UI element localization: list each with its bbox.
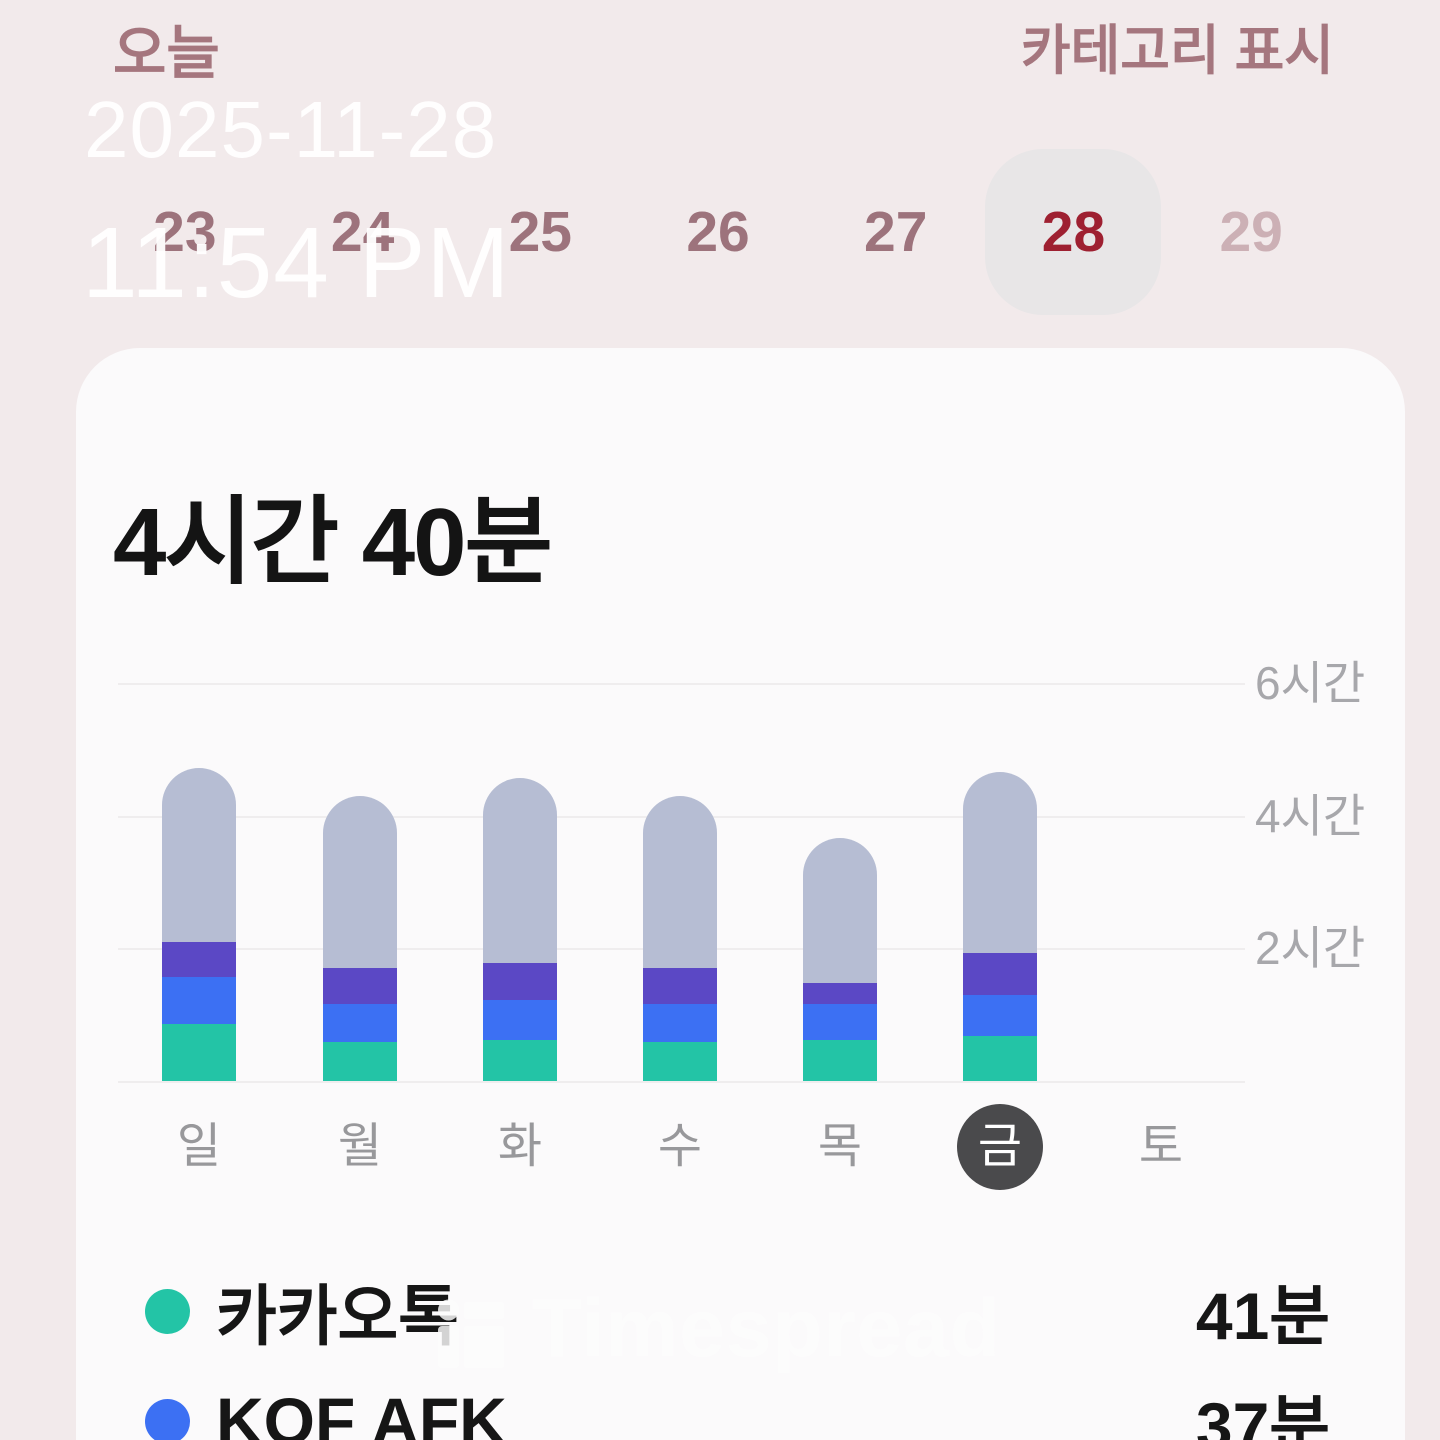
date-cell-28[interactable]: 28: [985, 148, 1163, 316]
bar-segment-series_3: [323, 968, 397, 1004]
bar-segment-카카오톡: [483, 1040, 557, 1081]
total-usage-title: 4시간 40분: [113, 489, 553, 596]
date-number: 27: [864, 200, 928, 264]
bar-segment-series_4: [963, 771, 1037, 953]
bar-segment-series_4: [323, 795, 397, 969]
bar-segment-series_4: [643, 795, 717, 969]
usage-bar-화[interactable]: [483, 778, 557, 1081]
day-label-월[interactable]: 월: [337, 1120, 383, 1173]
bar-segment-KOF AFK: [803, 1003, 877, 1041]
bar-segment-series_4: [162, 768, 236, 942]
usage-bar-금[interactable]: [963, 771, 1037, 1081]
day-label-금[interactable]: 금: [930, 1104, 1070, 1190]
day-label-목[interactable]: 목: [817, 1120, 863, 1173]
selected-date-badge: [985, 149, 1162, 315]
bar-segment-카카오톡: [963, 1035, 1037, 1081]
usage-bar-월[interactable]: [323, 795, 397, 1081]
bar-segment-series_3: [643, 968, 717, 1004]
app-color-dot: [145, 1288, 190, 1334]
date-number: 28: [1041, 200, 1106, 264]
app-name: 카카오톡: [216, 1279, 459, 1353]
bar-segment-KOF AFK: [643, 1003, 717, 1043]
usage-bar-수[interactable]: [643, 795, 717, 1081]
day-label-수[interactable]: 수: [657, 1120, 703, 1173]
date-cell-26[interactable]: 26: [629, 148, 807, 316]
bar-segment-KOF AFK: [162, 977, 236, 1024]
app-usage-value: 41분: [1195, 1279, 1330, 1353]
y-axis-label: 6시간: [1255, 657, 1366, 710]
category-toggle-button[interactable]: 카테고리 표시: [1020, 21, 1334, 81]
bar-segment-카카오톡: [803, 1040, 877, 1081]
date-number: 25: [508, 200, 572, 264]
bar-segment-series_4: [803, 837, 877, 983]
bar-segment-카카오톡: [643, 1042, 717, 1081]
y-axis-label: 4시간: [1255, 789, 1366, 842]
bar-segment-KOF AFK: [323, 1003, 397, 1043]
date-number: 24: [330, 200, 395, 264]
date-cell-29[interactable]: 29: [1162, 148, 1340, 316]
bar-segment-카카오톡: [323, 1042, 397, 1081]
selected-day-badge: 금: [957, 1104, 1043, 1190]
app-usage-list: 카카오톡 41분 KOF AFK 37분: [145, 1256, 1330, 1440]
date-cell-25[interactable]: 25: [451, 148, 629, 316]
today-label[interactable]: 오늘: [113, 21, 220, 86]
gridline: [118, 683, 1245, 686]
usage-bar-목[interactable]: [803, 837, 877, 1081]
date-cell-24[interactable]: 24: [274, 148, 452, 316]
bar-segment-series_4: [483, 778, 557, 963]
date-cell-27[interactable]: 27: [807, 148, 985, 316]
day-label-화[interactable]: 화: [497, 1120, 543, 1173]
bar-segment-KOF AFK: [483, 1000, 557, 1041]
date-strip: 23 24 25 26 27 28 29: [96, 148, 1340, 316]
bar-segment-series_3: [483, 962, 557, 1001]
app-usage-row[interactable]: KOF AFK 37분: [145, 1366, 1330, 1440]
app-color-dot: [145, 1398, 190, 1440]
app-usage-row[interactable]: 카카오톡 41분: [145, 1256, 1330, 1366]
usage-bar-일[interactable]: [162, 768, 236, 1081]
date-number: 26: [686, 200, 750, 264]
overlay-time-stamp: 11:54 PM: [82, 207, 511, 319]
date-number: 23: [153, 200, 217, 264]
day-label-일[interactable]: 일: [176, 1120, 222, 1173]
bar-segment-KOF AFK: [963, 994, 1037, 1036]
app-name: KOF AFK: [216, 1384, 507, 1440]
date-number: 29: [1219, 200, 1283, 264]
bar-segment-카카오톡: [162, 1023, 236, 1081]
day-label-토[interactable]: 토: [1138, 1120, 1184, 1173]
overlay-date-stamp: 2025-11-28: [84, 85, 498, 174]
bar-segment-series_3: [803, 982, 877, 1004]
y-axis-label: 2시간: [1255, 922, 1366, 975]
bar-segment-series_3: [162, 941, 236, 978]
gridline: [118, 1081, 1245, 1083]
bar-segment-series_3: [963, 952, 1037, 995]
date-cell-23[interactable]: 23: [96, 148, 274, 316]
app-usage-value: 37분: [1195, 1389, 1330, 1440]
